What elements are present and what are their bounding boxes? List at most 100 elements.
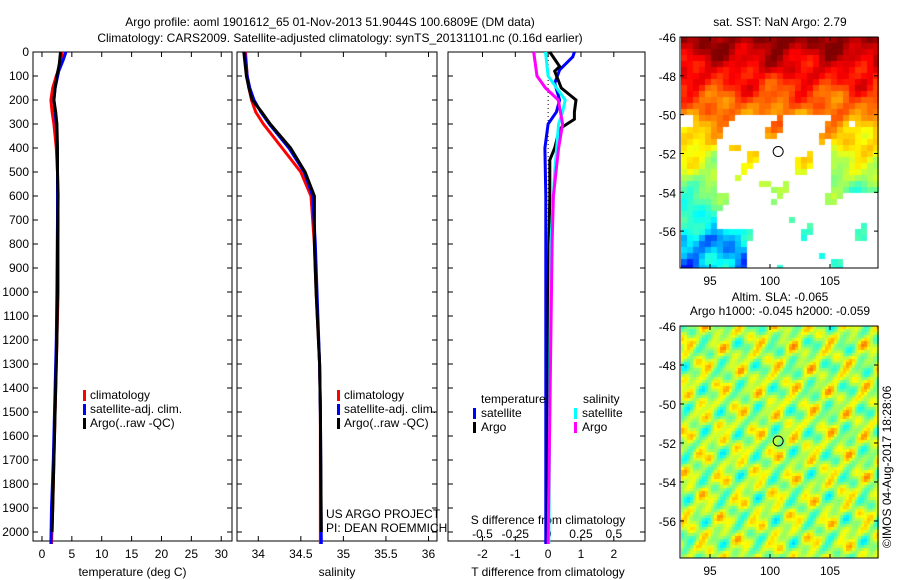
x2-tick-label: 0.5 xyxy=(605,527,622,541)
map-x-tick-label: 95 xyxy=(703,274,717,288)
sst-map-title: sat. SST: NaN Argo: 2.79 xyxy=(713,15,847,29)
series-s-argo xyxy=(532,51,565,545)
x-tick-label: -2 xyxy=(477,547,488,561)
y-tick-label: 600 xyxy=(9,189,29,203)
map-y-tick-label: -50 xyxy=(659,109,677,123)
y-tick-label: 1300 xyxy=(2,357,29,371)
x-tick-label: 20 xyxy=(155,547,169,561)
x-tick-label: 0 xyxy=(39,547,46,561)
sla-map-canvas xyxy=(681,326,879,558)
map-y-tick-label: -48 xyxy=(659,359,677,373)
series-argo-raw-qc- xyxy=(50,51,62,533)
map-y-tick-label: -54 xyxy=(659,476,677,490)
sla-map-title: Altim. SLA: -0.065 xyxy=(732,290,829,304)
x-tick-label: 36 xyxy=(422,547,436,561)
project-credit: US ARGO PROJECT xyxy=(326,507,441,521)
y-tick-label: 300 xyxy=(9,117,29,131)
x-tick-label: 15 xyxy=(125,547,139,561)
map-y-tick-label: -56 xyxy=(659,515,677,529)
legend-label: satellite-adj. clim. xyxy=(90,402,182,416)
panel-2-frame xyxy=(236,51,438,542)
title-line1: Argo profile: aoml 1901612_65 01-Nov-201… xyxy=(125,15,535,29)
legend-label: satellite xyxy=(481,406,522,420)
legend-swatch xyxy=(337,418,340,429)
legend-label: climatology xyxy=(344,388,404,402)
x-tick-label: 34 xyxy=(252,547,266,561)
pi-credit: PI: DEAN ROEMMICH xyxy=(326,521,447,535)
x-axis-label: T difference from climatology xyxy=(471,565,625,579)
y-tick-label: 700 xyxy=(9,213,29,227)
argo-position-marker xyxy=(772,435,784,447)
y-tick-label: 1200 xyxy=(2,333,29,347)
map-x-tick-label: 105 xyxy=(820,274,840,288)
legend-swatch xyxy=(473,408,476,419)
map-y-tick-label: -52 xyxy=(659,437,677,451)
sst-map-canvas xyxy=(681,37,879,268)
series-argo-raw-qc- xyxy=(242,51,323,533)
y-tick-label: 1800 xyxy=(2,477,29,491)
y-tick-label: 1900 xyxy=(2,501,29,515)
y-tick-label: 1400 xyxy=(2,381,29,395)
x-tick-label: 35 xyxy=(337,547,351,561)
legend-label: Argo xyxy=(481,420,507,434)
x-tick-label: 25 xyxy=(185,547,199,561)
series-t-argo xyxy=(546,51,578,544)
sst-map-frame xyxy=(679,36,879,269)
series-t-satellite xyxy=(543,51,576,544)
x2-tick-label: -0.5 xyxy=(472,527,493,541)
imos-credit: ©IMOS 04-Aug-2017 18:28:06 xyxy=(880,385,894,548)
x-tick-label: 34.5 xyxy=(289,547,313,561)
x-axis-label: salinity xyxy=(319,565,356,579)
x-tick-label: 2 xyxy=(610,547,617,561)
legend-label: Argo xyxy=(582,420,608,434)
legend-label: Argo(..raw -QC) xyxy=(90,416,175,430)
legend-swatch xyxy=(83,404,86,415)
y-tick-label: 900 xyxy=(9,261,29,275)
legend-label: Argo(..raw -QC) xyxy=(344,416,429,430)
x-tick-label: 30 xyxy=(215,547,229,561)
legend-swatch xyxy=(337,404,340,415)
map-x-tick-label: 100 xyxy=(760,564,780,578)
map-y-tick-label: -56 xyxy=(659,225,677,239)
y-tick-label: 1700 xyxy=(2,453,29,467)
legend-swatch xyxy=(337,390,340,401)
legend-title-temperature: temperature xyxy=(481,392,546,406)
y-tick-label: 0 xyxy=(22,45,29,59)
map-y-tick-label: -46 xyxy=(659,320,677,334)
y-tick-label: 1100 xyxy=(3,309,29,323)
sla-map-frame xyxy=(679,325,879,559)
legend-label: satellite xyxy=(582,406,623,420)
legend-swatch xyxy=(574,422,577,433)
sla-map-subtitle: Argo h1000: -0.045 h2000: -0.059 xyxy=(690,304,870,318)
x-tick-label: 1 xyxy=(578,547,585,561)
x-tick-label: 5 xyxy=(69,547,76,561)
legend-swatch xyxy=(83,390,86,401)
y-tick-label: 1500 xyxy=(2,405,29,419)
legend-label: satellite-adj. clim. xyxy=(344,402,436,416)
title-line2: Climatology: CARS2009. Satellite-adjuste… xyxy=(97,31,582,45)
panel-1-frame xyxy=(32,51,233,542)
x2-tick-label: 0.25 xyxy=(569,527,593,541)
map-y-tick-label: -54 xyxy=(659,186,677,200)
y-tick-label: 200 xyxy=(9,93,29,107)
x-tick-label: 35.5 xyxy=(374,547,398,561)
map-y-tick-label: -48 xyxy=(659,70,677,84)
legend-title-salinity: salinity xyxy=(583,392,620,406)
legend-swatch xyxy=(574,408,577,419)
map-x-tick-label: 95 xyxy=(703,564,717,578)
legend-swatch xyxy=(473,422,476,433)
y-tick-label: 1000 xyxy=(2,285,29,299)
map-y-tick-label: -52 xyxy=(659,147,677,161)
map-x-tick-label: 105 xyxy=(820,564,840,578)
map-y-tick-label: -46 xyxy=(659,31,677,45)
legend-swatch xyxy=(83,418,86,429)
map-x-tick-label: 100 xyxy=(760,274,780,288)
x-tick-label: 0 xyxy=(545,547,552,561)
map-y-tick-label: -50 xyxy=(659,398,677,412)
y-tick-label: 2000 xyxy=(2,525,29,539)
argo-position-marker xyxy=(772,146,784,158)
y-tick-label: 400 xyxy=(9,141,29,155)
x-axis-label: temperature (deg C) xyxy=(78,565,186,579)
